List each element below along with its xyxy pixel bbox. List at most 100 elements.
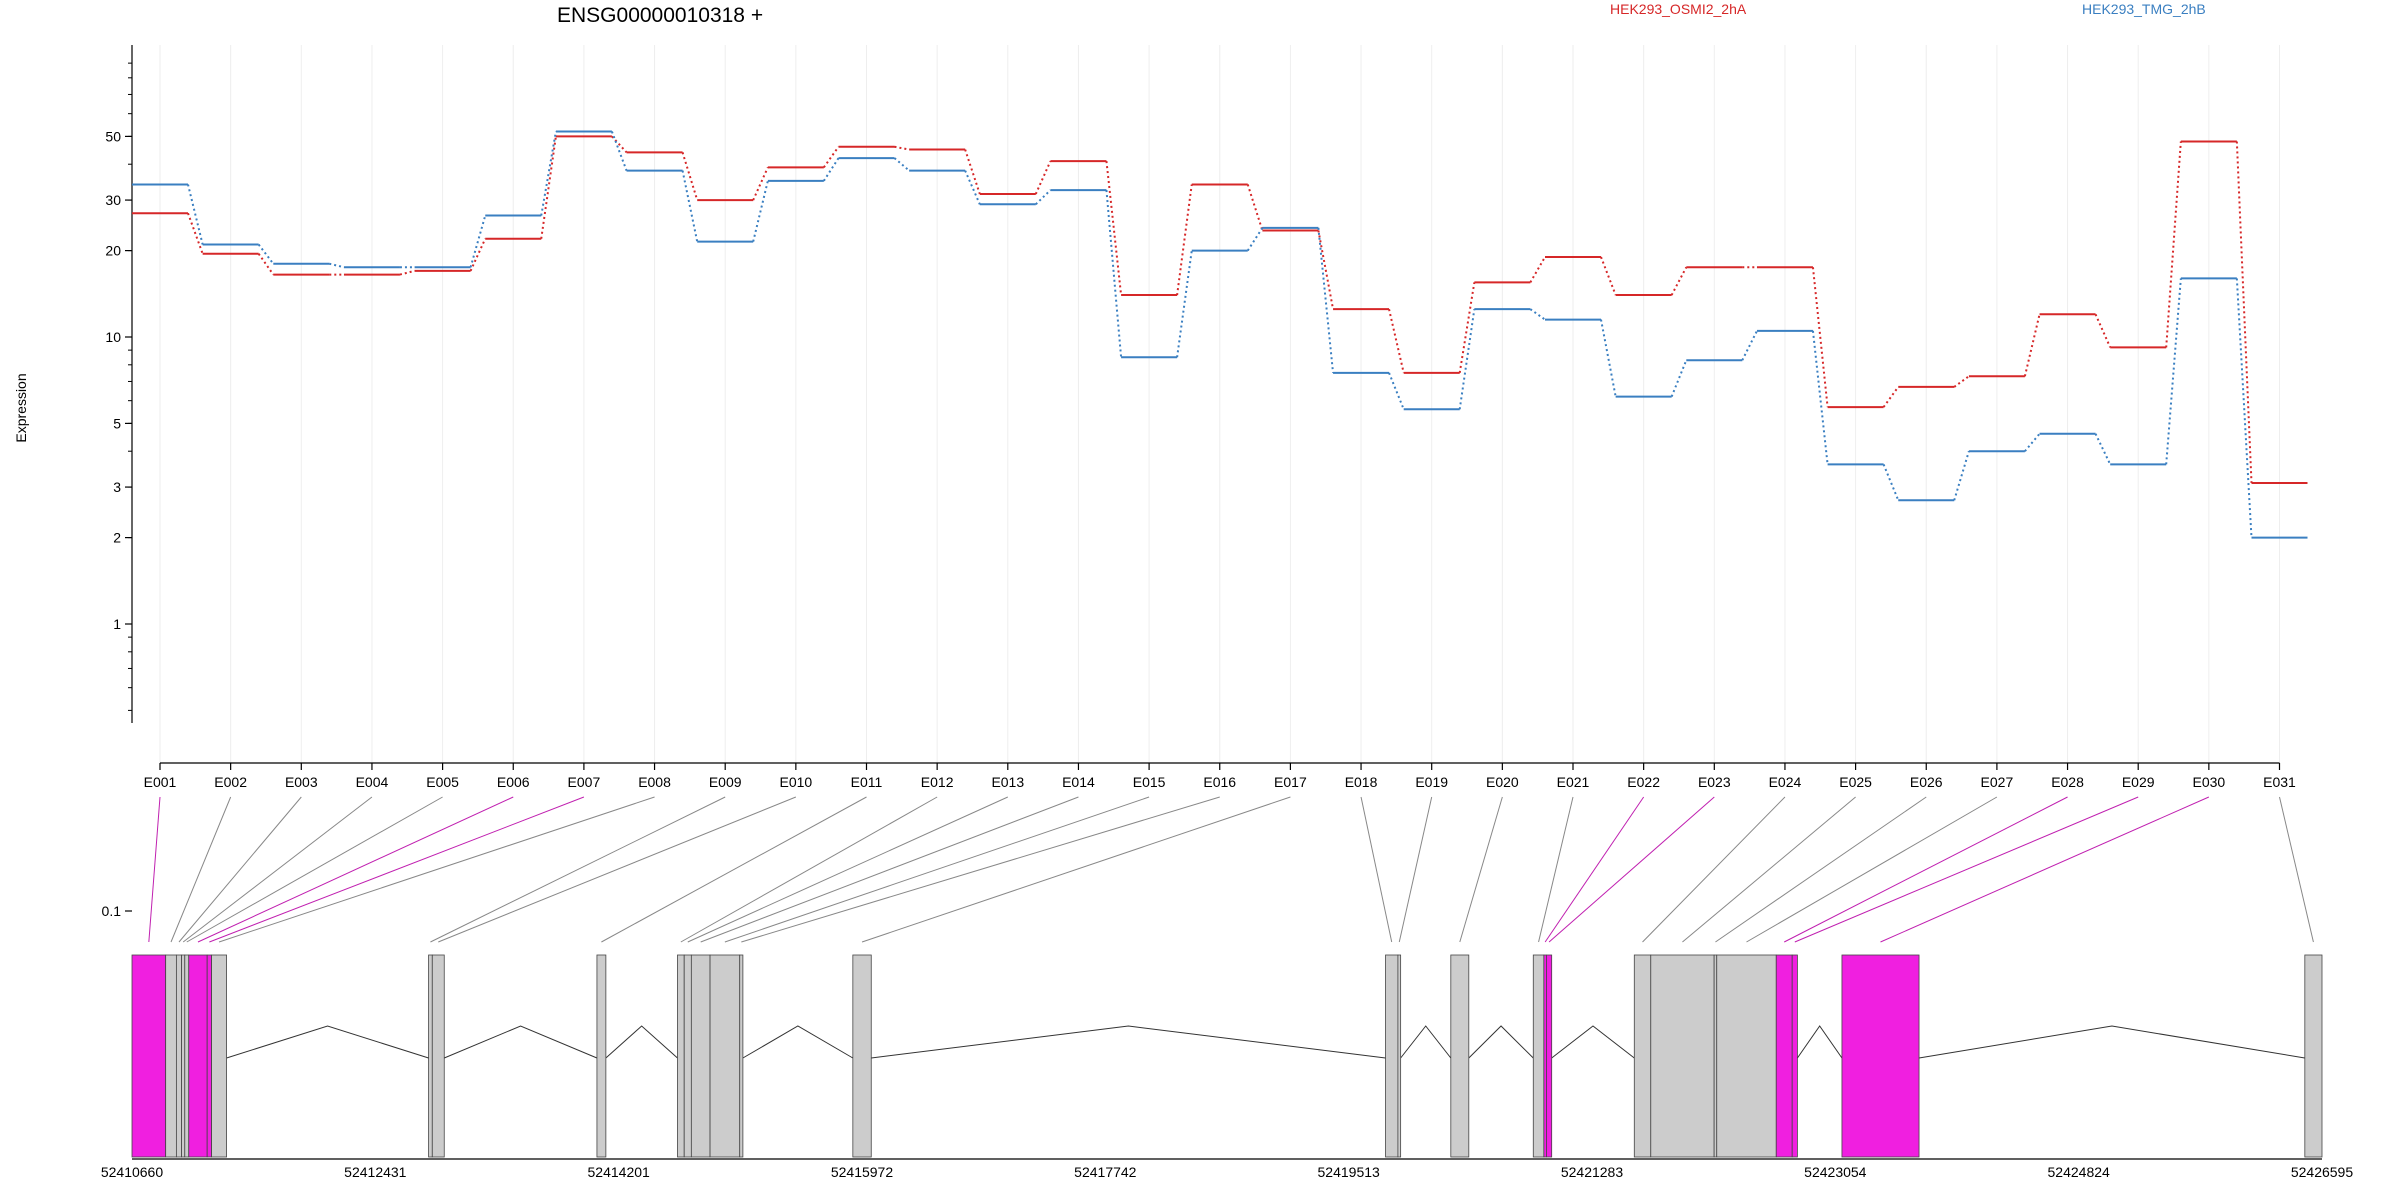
series-connector xyxy=(2235,141,2253,484)
exon-connector xyxy=(1715,796,1927,943)
intron-line xyxy=(444,1025,598,1059)
series-connector xyxy=(752,180,769,242)
exon-connector xyxy=(209,796,585,943)
series-connector xyxy=(2165,141,2182,348)
x-tick-label: E015 xyxy=(1133,774,1166,790)
x-tick-label: E031 xyxy=(2263,774,2296,790)
exon-connector xyxy=(741,796,1220,943)
series-connector xyxy=(1246,184,1264,231)
series-connector xyxy=(823,146,840,168)
series-connector xyxy=(2094,433,2112,465)
series-connector xyxy=(1176,250,1193,358)
exon-box xyxy=(1716,954,1777,1158)
intron-line xyxy=(226,1025,429,1059)
series-connector xyxy=(2024,433,2041,452)
exon-connector xyxy=(430,796,726,943)
exon-connector-lines xyxy=(148,796,2314,943)
x-tick-label: E030 xyxy=(2192,774,2225,790)
series-connector xyxy=(964,170,981,205)
x-tick-label: E006 xyxy=(497,774,530,790)
series-connector xyxy=(610,131,628,171)
series-connector xyxy=(964,149,981,195)
exon-box xyxy=(709,954,741,1158)
x-tick-label: E024 xyxy=(1769,774,1802,790)
x-tick-label: E002 xyxy=(214,774,247,790)
series-line-0 xyxy=(132,135,2308,484)
exon-connector xyxy=(1360,796,1393,943)
coord-tick-label: 52426595 xyxy=(2291,1164,2354,1180)
series-connector xyxy=(1882,463,1900,501)
x-tick-label: E012 xyxy=(921,774,954,790)
vertical-gridlines xyxy=(159,45,2280,763)
intron-line xyxy=(871,1025,1386,1059)
series-connector xyxy=(2235,278,2253,538)
exon-box xyxy=(206,954,212,1158)
intron-line xyxy=(742,1025,854,1059)
series-connector xyxy=(2094,313,2112,348)
x-tick-label: E025 xyxy=(1839,774,1872,790)
exon-box xyxy=(1841,954,1920,1158)
exon-box xyxy=(188,954,208,1158)
exon-box xyxy=(1791,954,1798,1158)
intron-lines xyxy=(226,1025,2305,1059)
exon-connector xyxy=(2279,796,2314,943)
intron-line xyxy=(1918,1025,2305,1059)
x-tick-label: E019 xyxy=(1415,774,1448,790)
exon-connector xyxy=(186,796,443,943)
exon-box xyxy=(428,954,433,1158)
series-connector xyxy=(752,166,769,201)
series-connector xyxy=(1105,190,1123,358)
exon-box xyxy=(184,954,190,1158)
series-connector xyxy=(2165,278,2182,465)
series-connector xyxy=(1529,256,1546,283)
exon-connector xyxy=(182,796,373,943)
exon-box xyxy=(690,954,711,1158)
x-tick-label: E023 xyxy=(1698,774,1731,790)
intron-line xyxy=(605,1025,678,1059)
exon-connector xyxy=(1398,796,1433,943)
x-tick-label: E010 xyxy=(779,774,812,790)
series-connector xyxy=(1035,189,1052,206)
series-connector xyxy=(1670,266,1688,296)
x-tick-label: E007 xyxy=(568,774,601,790)
series-connector xyxy=(1811,267,1829,408)
y-tick-label: 1 xyxy=(113,616,121,632)
series-connector xyxy=(187,184,204,245)
x-tick-label: E028 xyxy=(2051,774,2084,790)
y-axis-label: Expression xyxy=(13,373,29,442)
exon-connector xyxy=(687,796,1009,943)
exon-box xyxy=(131,954,167,1158)
y-tick-label: 0.1 xyxy=(102,903,122,919)
exon-box xyxy=(1633,954,1652,1158)
x-tick-label: E021 xyxy=(1557,774,1590,790)
x-tick-label: E004 xyxy=(356,774,389,790)
exon-box xyxy=(1450,954,1470,1158)
chart-title: ENSG00000010318 + xyxy=(557,4,763,27)
series-connector xyxy=(469,215,487,268)
exon-connector xyxy=(861,796,1291,943)
x-tick-label: E020 xyxy=(1486,774,1519,790)
series-connector xyxy=(257,243,275,265)
coord-tick-label: 52417742 xyxy=(1074,1164,1137,1180)
coord-tick-label: 52415972 xyxy=(831,1164,894,1180)
intron-line xyxy=(1797,1025,1843,1059)
exon-box xyxy=(1532,954,1545,1158)
intron-line xyxy=(1400,1025,1452,1059)
series-connector xyxy=(1317,230,1335,310)
series-line-1 xyxy=(132,130,2308,539)
exon-connector xyxy=(1682,796,1856,943)
x-tick-label: E014 xyxy=(1062,774,1095,790)
exon-connector xyxy=(1459,796,1503,943)
exon-box xyxy=(1650,954,1715,1158)
exon-connector xyxy=(680,796,938,943)
exon-connector xyxy=(170,796,232,943)
series-connector xyxy=(1176,184,1193,296)
coord-tick-label: 52423054 xyxy=(1804,1164,1867,1180)
exon-connector xyxy=(1880,796,2210,943)
series-connector xyxy=(469,238,487,272)
series-connector xyxy=(681,170,699,242)
series-connector xyxy=(329,262,345,269)
x-axis: E001 E002 E003 E004 E005 E006 E007 E008 E009 E010… xyxy=(144,762,2296,790)
coord-tick-label: 52419513 xyxy=(1318,1164,1381,1180)
